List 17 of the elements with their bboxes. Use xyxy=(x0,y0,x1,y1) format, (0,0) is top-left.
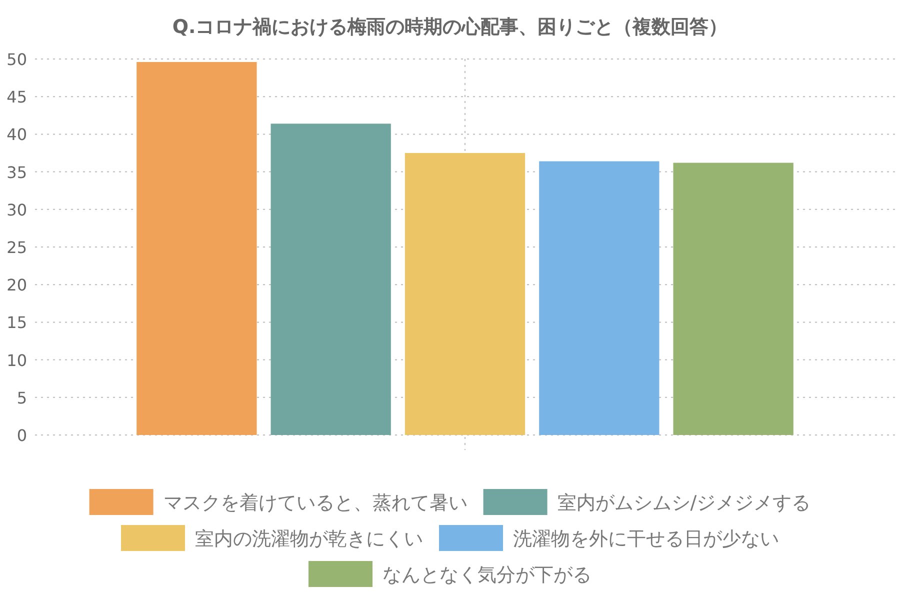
legend-label: なんとなく気分が下がる xyxy=(382,564,592,586)
chart-title: Q.コロナ禍における梅雨の時期の心配事、困りごと（複数回答） xyxy=(172,16,728,38)
y-tick-label: 5 xyxy=(16,388,27,408)
y-tick-label: 40 xyxy=(6,125,27,144)
y-tick-label: 45 xyxy=(6,88,27,107)
legend-label: 室内がムシムシ/ジメジメする xyxy=(557,492,811,514)
y-tick-label: 20 xyxy=(6,276,27,295)
y-tick-label: 35 xyxy=(6,162,27,182)
y-tick-label: 50 xyxy=(6,50,27,69)
legend-label: 室内の洗濯物が乾きにくい xyxy=(195,528,423,550)
y-tick-label: 0 xyxy=(16,426,27,445)
y-tick-label: 15 xyxy=(6,313,27,332)
y-tick-label: 10 xyxy=(6,350,27,370)
y-tick-label: 25 xyxy=(6,238,27,257)
legend-label: 洗濯物を外に干せる日が少ない xyxy=(513,528,779,550)
y-tick-label: 30 xyxy=(6,200,27,220)
legend-label: マスクを着けていると、蒸れて暑い xyxy=(163,492,468,514)
